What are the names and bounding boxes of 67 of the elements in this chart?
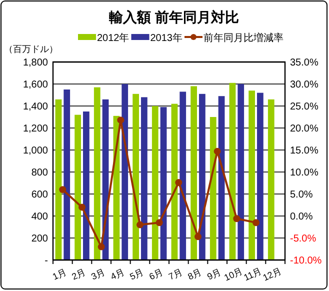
- bar: [199, 94, 206, 260]
- x-tick-label: 9月: [206, 266, 223, 282]
- point: [78, 204, 86, 211]
- point: [233, 215, 240, 222]
- bar: [83, 112, 90, 260]
- y-tick-label: 200: [31, 234, 48, 244]
- legend-label: 2012年: [97, 32, 130, 44]
- y-tick-label: 1,400: [22, 102, 48, 112]
- bar: [180, 92, 186, 260]
- y2-tick-label: 30.0%: [290, 80, 318, 90]
- bar: [160, 107, 167, 260]
- y-tick-label: 600: [31, 190, 48, 200]
- y2-tick-label: 35.0%: [290, 58, 318, 68]
- bar: [268, 99, 274, 260]
- bar: [171, 104, 178, 260]
- x-tick-label: 2月: [70, 266, 88, 282]
- point: [98, 243, 105, 250]
- y-tick-label: -: [44, 256, 48, 266]
- bar: [64, 90, 70, 260]
- bar: [74, 114, 81, 260]
- point: [252, 219, 260, 226]
- x-tick-label: 6月: [148, 266, 165, 282]
- y-axis-title: （百万ドル）: [4, 44, 58, 54]
- x-tick-label: 5月: [128, 266, 146, 282]
- bar: [122, 84, 128, 260]
- x-tick-label: 12月: [261, 266, 283, 283]
- y2-tick-label: -5.0%: [290, 234, 316, 244]
- bar: [248, 90, 255, 260]
- point: [117, 116, 124, 124]
- bar: [190, 86, 197, 260]
- point: [175, 179, 182, 186]
- y-tick-label: 1,000: [22, 146, 48, 156]
- point: [194, 233, 202, 240]
- y-tick-label: 400: [31, 212, 48, 222]
- y2-tick-label: 15.0%: [290, 146, 318, 156]
- y2-tick-label: 25.0%: [290, 102, 318, 112]
- x-tick-label: 4月: [108, 266, 126, 282]
- y-tick-label: 1,600: [22, 80, 48, 90]
- y2-tick-label: -10.0%: [290, 256, 322, 266]
- x-tick-label: 11月: [242, 266, 264, 283]
- legend-label: 2013年: [150, 32, 182, 44]
- y2-tick-label: 10.0%: [290, 168, 318, 178]
- bar: [55, 99, 62, 260]
- legend-label: 前年同月比増減率: [204, 32, 284, 44]
- point: [214, 148, 221, 155]
- y2-tick-label: 5.0%: [290, 190, 313, 200]
- bar: [257, 92, 264, 260]
- y-tick-label: 800: [31, 168, 48, 178]
- bar: [132, 94, 139, 260]
- bar: [152, 106, 158, 260]
- x-tick-label: 7月: [166, 266, 184, 282]
- x-tick-label: 10月: [222, 266, 244, 283]
- point: [59, 186, 66, 194]
- bar: [238, 84, 244, 260]
- x-tick-label: 8月: [186, 266, 204, 282]
- y2-tick-label: 20.0%: [290, 124, 318, 134]
- y-tick-label: 1,200: [22, 124, 48, 134]
- chart-title: 輸入額 前年同月対比: [108, 9, 239, 25]
- bar: [210, 117, 216, 260]
- x-tick-label: 3月: [90, 266, 107, 282]
- x-tick-label: 1月: [50, 266, 68, 282]
- y-tick-label: 1,800: [22, 58, 48, 68]
- bar: [141, 97, 148, 260]
- y2-tick-label: 0.0%: [290, 212, 313, 222]
- point: [136, 221, 144, 228]
- bar: [94, 87, 100, 260]
- point: [156, 219, 163, 226]
